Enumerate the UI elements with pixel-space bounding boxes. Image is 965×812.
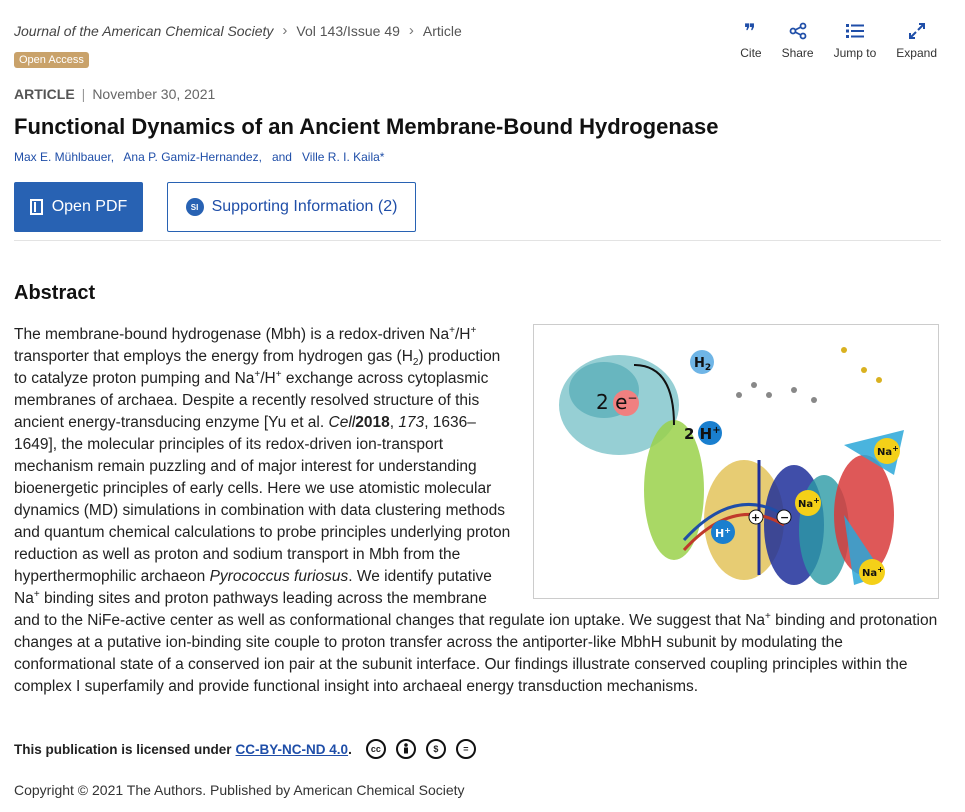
two-protons-label: 2 H+ xyxy=(684,425,721,443)
publication-date: November 30, 2021 xyxy=(92,86,216,102)
breadcrumb-current: Article xyxy=(422,22,462,39)
abstract-segment: ) production to catalyze proton pumping … xyxy=(14,348,501,387)
open-access-badge: Open Access xyxy=(14,52,89,68)
abstract-segment: binding and protonation changes at a put… xyxy=(14,612,938,695)
license-line: This publication is licensed under CC-BY… xyxy=(14,739,476,759)
author-conjunction: and xyxy=(271,150,292,164)
open-pdf-button[interactable]: Open PDF xyxy=(14,182,143,232)
article-type: ARTICLE xyxy=(14,86,75,102)
abstract-segment: , 1636–1649], the molecular principles o… xyxy=(14,414,511,585)
license-period: . xyxy=(348,741,352,757)
citation-volume: 173 xyxy=(398,414,425,431)
toc-graphic[interactable]: H2 2 e− 2 H+ Na+ Na+ Na+ H+ + − xyxy=(533,324,939,599)
abstract-segment: exchange across cytoplasmic membranes of… xyxy=(14,370,489,431)
toc-graphic-image: H2 2 e− 2 H+ Na+ Na+ Na+ H+ + − xyxy=(559,347,904,585)
abstract-segment: . We identify putative Na xyxy=(14,568,492,607)
copyright-notice: Copyright © 2021 The Authors. Published … xyxy=(14,782,465,798)
list-icon xyxy=(845,24,864,38)
sodium-label: Na+ xyxy=(798,496,820,510)
cite-button[interactable]: ❞ Cite xyxy=(740,22,761,60)
superscript: + xyxy=(449,324,455,336)
share-button[interactable]: Share xyxy=(782,22,814,60)
expand-icon xyxy=(908,23,925,39)
abstract-heading: Abstract xyxy=(14,282,96,304)
jump-to-button[interactable]: Jump to xyxy=(833,22,877,60)
chevron-right-icon: › xyxy=(408,22,414,39)
superscript: + xyxy=(275,368,282,380)
expand-label: Expand xyxy=(896,46,937,60)
abstract-segment: binding sites and proton pathways leadin… xyxy=(14,590,766,629)
chevron-right-icon: › xyxy=(282,22,288,39)
citation-year: 2018 xyxy=(355,414,390,431)
abstract-segment: /H xyxy=(454,326,471,343)
breadcrumb: Journal of the American Chemical Society… xyxy=(14,22,462,39)
cite-label: Cite xyxy=(740,46,762,60)
h2-label: H2 xyxy=(694,356,711,373)
superscript: + xyxy=(33,588,40,600)
share-icon xyxy=(789,22,806,40)
cc-nc-icon: $ xyxy=(425,739,446,759)
supporting-information-button[interactable]: SI Supporting Information (2) xyxy=(167,182,416,232)
proton-label: H+ xyxy=(715,526,731,540)
license-link[interactable]: CC-BY-NC-ND 4.0 xyxy=(235,741,349,757)
section-divider xyxy=(14,240,941,241)
article-toolbar: ❞ Cite Share Jump to Expand xyxy=(740,22,937,60)
quote-icon: ❞ xyxy=(744,22,756,40)
meta-divider: | xyxy=(81,86,86,102)
article-title: Functional Dynamics of an Ancient Membra… xyxy=(14,114,719,139)
superscript: + xyxy=(470,324,477,336)
abstract-segment: transporter that employs the energy from… xyxy=(14,348,413,365)
cc-icon: cc xyxy=(365,739,386,759)
author-list: Max E. Mühlbauer, Ana P. Gamiz-Hernandez… xyxy=(14,150,384,164)
author-link[interactable]: Max E. Mühlbauer, xyxy=(14,150,115,164)
citation-journal: Cell xyxy=(328,414,356,431)
positive-charge-label: + xyxy=(751,511,760,524)
abstract-segment: /H xyxy=(260,370,276,387)
pdf-book-icon xyxy=(29,199,43,215)
subscript: 2 xyxy=(412,357,419,369)
author-link[interactable]: Ville R. I. Kaila* xyxy=(301,150,385,164)
breadcrumb-journal[interactable]: Journal of the American Chemical Society xyxy=(14,22,274,39)
superscript: + xyxy=(765,610,771,622)
cc-nd-icon: = xyxy=(455,739,476,759)
abstract-text: H2 2 e− 2 H+ Na+ Na+ Na+ H+ + − The memb… xyxy=(14,324,939,695)
species-name: Pyrococcus furiosus xyxy=(209,568,349,585)
si-icon: SI xyxy=(185,198,204,216)
cc-icons: cc $ = xyxy=(365,739,476,759)
svg-text:❞: ❞ xyxy=(744,22,756,40)
expand-button[interactable]: Expand xyxy=(896,22,937,60)
sodium-label: Na+ xyxy=(862,565,884,579)
jump-to-label: Jump to xyxy=(833,46,877,60)
negative-charge-label: − xyxy=(780,511,789,524)
share-label: Share xyxy=(781,46,814,60)
sodium-label: Na+ xyxy=(877,444,899,458)
abstract-segment: The membrane-bound hydrogenase (Mbh) is … xyxy=(14,326,450,343)
article-meta: ARTICLE | November 30, 2021 xyxy=(14,86,215,102)
license-text: This publication is licensed under xyxy=(14,741,232,757)
cc-by-icon xyxy=(395,739,416,759)
two-electrons-label: 2 e− xyxy=(596,390,637,414)
superscript: + xyxy=(254,368,261,380)
supporting-information-label: Supporting Information (2) xyxy=(211,198,398,215)
open-pdf-label: Open PDF xyxy=(51,198,128,215)
author-link[interactable]: Ana P. Gamiz-Hernandez, xyxy=(123,150,262,164)
breadcrumb-issue[interactable]: Vol 143/Issue 49 xyxy=(296,22,400,39)
